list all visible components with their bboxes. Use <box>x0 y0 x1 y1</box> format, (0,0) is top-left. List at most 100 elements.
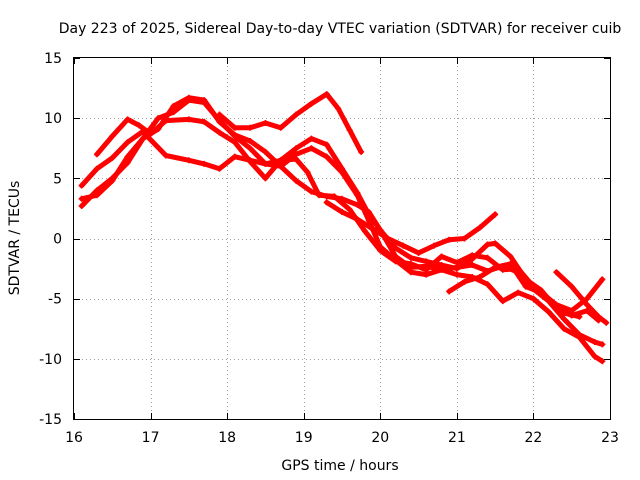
data-point-marker <box>247 124 254 131</box>
x-axis-label: GPS time / hours <box>281 458 398 474</box>
data-point-marker <box>201 118 208 125</box>
data-point-marker <box>499 298 506 305</box>
data-point-marker <box>323 141 330 148</box>
data-point-marker <box>109 177 116 184</box>
data-point-marker <box>584 301 591 308</box>
data-point-marker <box>553 301 560 308</box>
data-point-marker <box>247 157 254 164</box>
data-point-marker <box>323 199 330 206</box>
chart-title: Day 223 of 2025, Sidereal Day-to-day VTE… <box>59 21 622 37</box>
data-point-marker <box>603 319 610 326</box>
data-point-marker <box>553 269 560 276</box>
data-point-marker <box>492 211 499 218</box>
data-point-marker <box>231 153 238 160</box>
x-tick-label: 22 <box>525 430 543 446</box>
data-point-marker <box>262 119 269 126</box>
data-point-marker <box>407 254 414 261</box>
data-point-marker <box>170 103 177 110</box>
data-point-marker <box>591 353 598 360</box>
data-point-marker <box>358 148 365 155</box>
data-point-marker <box>293 177 300 184</box>
data-point-marker <box>247 138 254 145</box>
data-point-marker <box>377 247 384 254</box>
data-point-marker <box>492 240 499 247</box>
data-point-marker <box>216 118 223 125</box>
x-tick-label: 23 <box>601 430 619 446</box>
y-tick-label: -15 <box>39 412 62 428</box>
series-markers <box>553 269 610 326</box>
data-point-marker <box>476 224 483 231</box>
data-point-marker <box>262 148 269 155</box>
data-point-marker <box>584 307 591 314</box>
data-point-marker <box>461 235 468 242</box>
data-point-marker <box>93 165 100 172</box>
data-point-marker <box>591 338 598 345</box>
data-point-marker <box>262 175 269 182</box>
data-point-marker <box>545 308 552 315</box>
y-tick-label: -10 <box>39 352 62 368</box>
data-point-marker <box>599 358 606 365</box>
data-point-marker <box>515 289 522 296</box>
data-point-marker <box>599 341 606 348</box>
series-line <box>79 97 605 347</box>
data-point-marker <box>476 274 483 281</box>
data-point-marker <box>438 253 445 260</box>
data-point-marker <box>308 188 315 195</box>
data-point-marker <box>339 209 345 216</box>
series-line <box>324 199 498 256</box>
x-tick-label: 21 <box>448 430 466 446</box>
data-point-marker <box>568 307 575 314</box>
x-tick-label: 20 <box>371 430 389 446</box>
data-point-marker <box>162 152 169 159</box>
data-point-marker <box>185 94 192 101</box>
data-point-marker <box>492 264 499 271</box>
data-point-marker <box>484 241 491 248</box>
data-point-marker <box>561 310 568 317</box>
data-point-marker <box>277 157 284 164</box>
y-tick-label: 0 <box>53 232 62 248</box>
data-point-marker <box>384 235 391 242</box>
data-point-marker <box>93 151 100 158</box>
series-line <box>79 128 582 320</box>
data-point-marker <box>201 97 208 104</box>
data-point-marker <box>507 260 514 267</box>
data-point-marker <box>469 261 476 268</box>
y-tick-label: 15 <box>44 51 62 67</box>
data-point-marker <box>93 192 100 199</box>
data-point-marker <box>354 201 361 208</box>
data-point-marker <box>392 258 399 265</box>
data-point-marker <box>277 124 284 131</box>
data-point-marker <box>109 154 116 161</box>
data-point-marker <box>400 242 407 249</box>
data-point-marker <box>136 122 143 129</box>
data-point-marker <box>293 145 300 152</box>
plot-border <box>73 57 611 420</box>
data-point-marker <box>277 163 284 170</box>
data-point-marker <box>453 259 460 266</box>
data-point-marker <box>365 217 372 224</box>
data-point-marker <box>576 313 583 320</box>
x-tick-label: 17 <box>142 430 160 446</box>
data-point-marker <box>438 266 445 273</box>
data-point-marker <box>522 283 529 290</box>
series-markers <box>78 94 606 365</box>
y-tick-label: -5 <box>48 292 62 308</box>
series-markers <box>446 260 606 314</box>
data-point-marker <box>139 128 146 135</box>
data-point-marker <box>316 192 323 199</box>
series-markers <box>323 199 499 256</box>
x-tick-label: 16 <box>65 430 83 446</box>
data-point-marker <box>155 125 162 132</box>
data-point-marker <box>124 153 131 160</box>
data-point-marker <box>216 165 223 172</box>
data-point-marker <box>323 91 330 98</box>
data-point-marker <box>446 288 453 295</box>
data-point-marker <box>339 169 345 176</box>
data-point-marker <box>185 157 192 164</box>
data-point-marker <box>354 192 361 199</box>
data-point-marker <box>530 295 537 302</box>
series-line <box>94 116 601 323</box>
data-point-marker <box>561 325 568 332</box>
data-point-marker <box>308 145 315 152</box>
